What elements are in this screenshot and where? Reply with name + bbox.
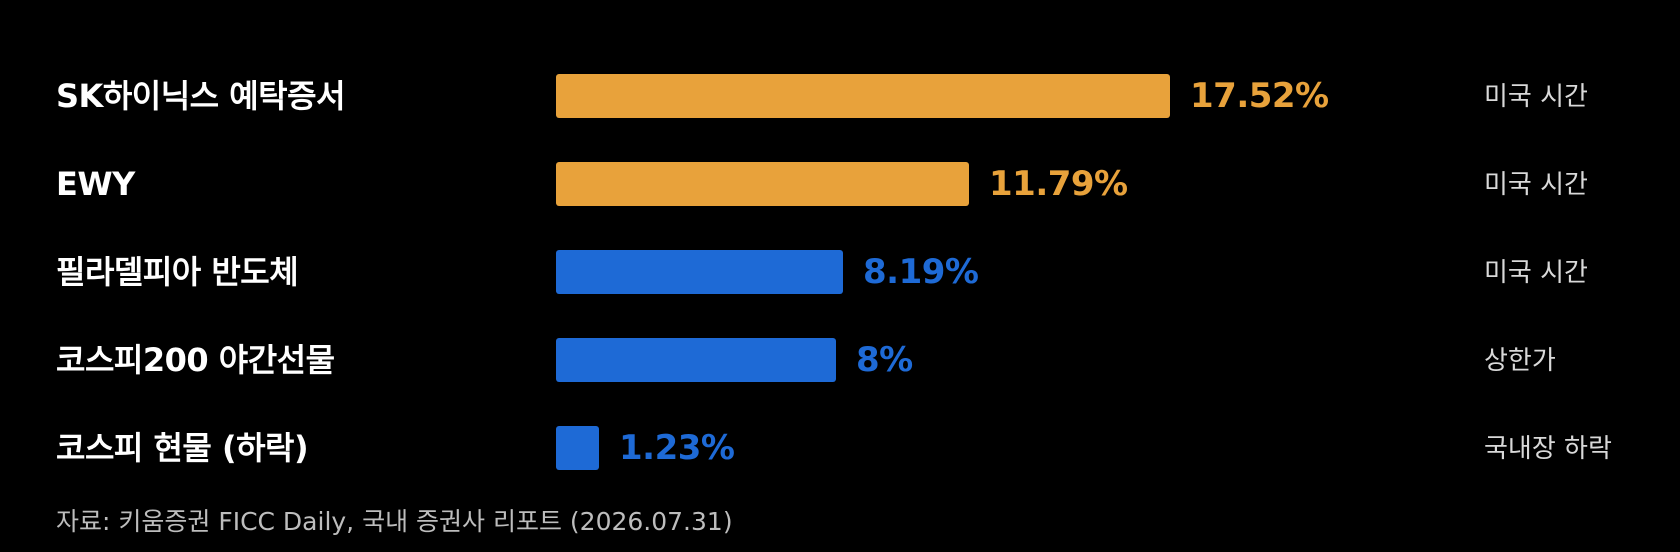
category-label: SK하이닉스 예탁증서 bbox=[56, 77, 346, 115]
bar bbox=[556, 162, 969, 206]
row-note: 국내장 하락 bbox=[1484, 434, 1612, 464]
row-note: 미국 시간 bbox=[1484, 170, 1588, 200]
bar-chart: SK하이닉스 예탁증서 17.52% 미국 시간 EWY 11.79% 미국 시간 필라델피… bbox=[0, 66, 1680, 478]
value-label: 8.19% bbox=[863, 252, 979, 292]
value-label: 1.23% bbox=[619, 428, 735, 468]
row-note: 미국 시간 bbox=[1484, 258, 1588, 288]
bar bbox=[556, 338, 836, 382]
bar-row: EWY 11.79% 미국 시간 bbox=[0, 154, 1680, 214]
row-note: 상한가 bbox=[1484, 346, 1556, 376]
value-label: 8% bbox=[856, 340, 913, 380]
category-label: 코스피 현물 (하락) bbox=[56, 429, 309, 467]
bar-row: 필라델피아 반도체 8.19% 미국 시간 bbox=[0, 242, 1680, 302]
category-label: 필라델피아 반도체 bbox=[56, 253, 299, 291]
bar-row: 코스피 현물 (하락) 1.23% 국내장 하락 bbox=[0, 418, 1680, 478]
bar-row: 코스피200 야간선물 8% 상한가 bbox=[0, 330, 1680, 390]
bar bbox=[556, 74, 1170, 118]
row-note: 미국 시간 bbox=[1484, 82, 1588, 112]
value-label: 11.79% bbox=[989, 164, 1128, 204]
category-label: 코스피200 야간선물 bbox=[56, 341, 335, 379]
category-label: EWY bbox=[56, 165, 135, 203]
bar bbox=[556, 250, 843, 294]
value-label: 17.52% bbox=[1190, 76, 1329, 116]
bar-row: SK하이닉스 예탁증서 17.52% 미국 시간 bbox=[0, 66, 1680, 126]
bar bbox=[556, 426, 599, 470]
source-note: 자료: 키움증권 FICC Daily, 국내 증권사 리포트 (2026.07… bbox=[56, 507, 733, 536]
